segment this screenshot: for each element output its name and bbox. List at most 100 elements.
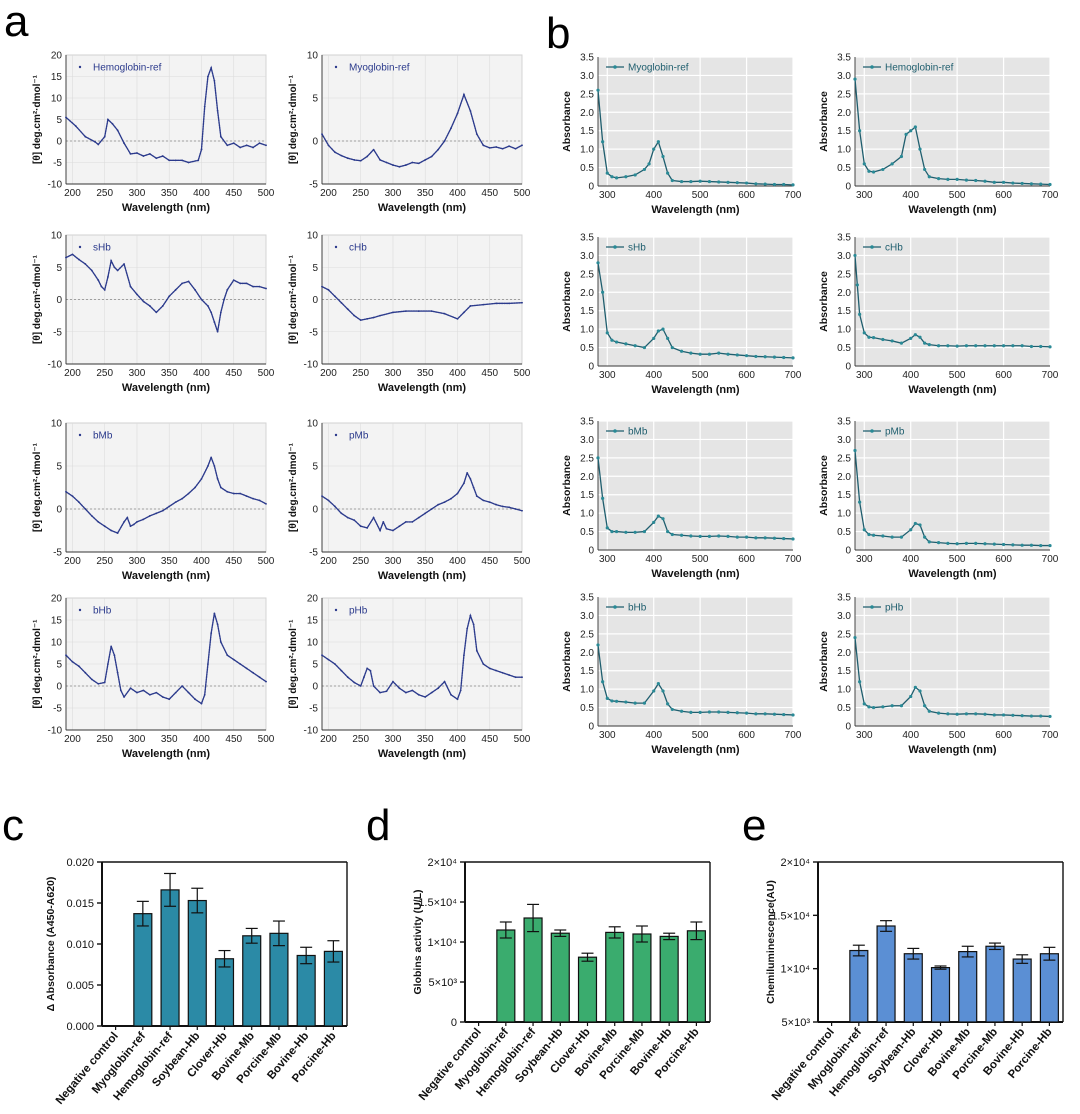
- data-point: [392, 164, 394, 166]
- bar: [876, 925, 896, 1023]
- data-point: [689, 351, 693, 355]
- y-tick-label: 2.5: [837, 89, 851, 100]
- data-point: [359, 525, 362, 528]
- data-point: [614, 340, 619, 344]
- data-point: [90, 678, 93, 681]
- data-point: [450, 693, 452, 696]
- y-tick-label: 2.0: [580, 288, 594, 299]
- data-point: [265, 680, 267, 683]
- x-tick-label: 350: [417, 368, 434, 379]
- data-point: [983, 344, 987, 348]
- data-point: [187, 280, 190, 283]
- data-point: [155, 157, 158, 160]
- x-tick-label: 500: [949, 730, 966, 741]
- data-point: [113, 266, 116, 269]
- data-point: [223, 298, 225, 301]
- data-point: [881, 534, 885, 538]
- legend-label: cHb: [885, 243, 903, 254]
- data-point: [404, 691, 407, 694]
- x-tick-label: 450: [481, 368, 498, 379]
- y-axis-label: Absorbance: [561, 631, 573, 692]
- data-point: [327, 658, 330, 661]
- bar: [686, 930, 706, 1023]
- data-point: [1001, 344, 1006, 348]
- data-point: [858, 680, 862, 684]
- x-tick-label: 450: [225, 368, 242, 379]
- x-tick-label: 500: [949, 554, 966, 565]
- data-point: [974, 541, 978, 545]
- data-point: [707, 534, 712, 538]
- x-tick-label: 400: [193, 368, 210, 379]
- y-tick-label: 2.0: [837, 288, 851, 299]
- x-tick-label: 300: [385, 556, 402, 567]
- y-axis-label: Δ Absorbance (A450-A620): [45, 877, 57, 1012]
- data-point: [610, 175, 614, 179]
- x-tick-label: 600: [738, 730, 755, 741]
- x-tick-label: 250: [96, 368, 113, 379]
- data-point: [207, 465, 209, 467]
- data-point: [136, 152, 138, 154]
- x-tick-label: 600: [738, 370, 755, 381]
- x-tick-label: 600: [738, 554, 755, 565]
- data-point: [404, 521, 407, 523]
- cd-trace: [65, 455, 267, 534]
- x-axis-label: Wavelength (nm): [908, 744, 997, 756]
- data-point: [443, 501, 446, 504]
- x-tick-label: 450: [481, 734, 498, 745]
- y-tick-label: 0.5: [580, 343, 594, 354]
- y-tick-label: -5: [309, 180, 318, 191]
- y-tick-label: 2.0: [837, 648, 851, 659]
- data-point: [116, 129, 119, 132]
- y-tick-label: 5: [312, 94, 318, 105]
- data-point: [1011, 344, 1015, 348]
- y-tick-label: -5: [53, 704, 62, 715]
- data-point: [1048, 714, 1052, 719]
- data-point: [142, 155, 145, 157]
- x-tick-label: 350: [161, 368, 178, 379]
- data-point: [245, 144, 248, 147]
- y-tick-label: 0: [312, 295, 318, 306]
- data-point: [321, 654, 323, 657]
- data-point: [707, 710, 712, 714]
- legend-label: Hemoglobin-ref: [885, 63, 954, 74]
- y-tick-label: 2.0: [837, 108, 851, 119]
- data-point: [353, 681, 356, 684]
- y-tick-label: 1×10⁴: [427, 937, 457, 949]
- data-point: [321, 133, 323, 136]
- y-tick-label: 2.0: [580, 108, 594, 119]
- x-tick-label: 250: [352, 734, 369, 745]
- x-axis-label: Wavelength (nm): [122, 382, 211, 394]
- data-point: [142, 689, 145, 692]
- y-tick-label: 0: [56, 682, 62, 693]
- data-point: [475, 649, 478, 652]
- data-point: [670, 178, 674, 183]
- y-tick-label: 3.0: [837, 611, 851, 622]
- chart-bar_c: 0.000 0.005 0.010 0.015 0.020 Δ Absorbance (A…: [45, 857, 348, 1107]
- data-point: [385, 690, 388, 693]
- x-tick-label: 400: [645, 554, 662, 565]
- x-tick-label: 500: [258, 556, 275, 567]
- data-point: [955, 712, 959, 716]
- y-tick-label: 10: [307, 419, 319, 430]
- data-point: [605, 526, 609, 530]
- x-axis-label: Wavelength (nm): [122, 202, 211, 214]
- data-point: [508, 674, 510, 676]
- y-tick-label: 1.5: [837, 490, 851, 501]
- data-point: [463, 482, 465, 485]
- y-tick-label: 15: [51, 72, 63, 83]
- data-point: [379, 314, 381, 317]
- data-point: [245, 282, 248, 285]
- y-tick-label: 3.5: [580, 417, 594, 428]
- data-point: [103, 525, 106, 528]
- y-tick-label: 5: [312, 660, 318, 671]
- data-point: [679, 533, 684, 537]
- data-point: [501, 671, 504, 674]
- data-point: [207, 305, 209, 307]
- data-point: [210, 311, 213, 314]
- y-tick-label: 3.5: [837, 53, 851, 64]
- x-tick-label: 700: [1042, 730, 1059, 741]
- data-point: [923, 704, 927, 708]
- x-axis-label: Wavelength (nm): [908, 568, 997, 580]
- data-point: [443, 680, 446, 683]
- data-point: [456, 698, 459, 701]
